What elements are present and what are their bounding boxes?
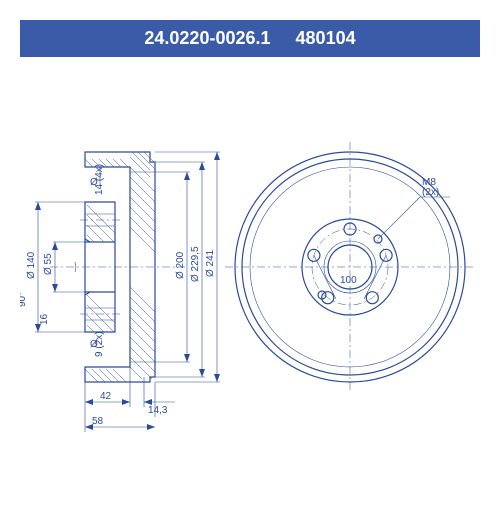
part-number: 24.0220-0026.1 bbox=[144, 28, 270, 48]
dim-pitch: 100 bbox=[340, 275, 357, 286]
dim-d241: Ø 241 bbox=[205, 249, 216, 277]
part-code: 480104 bbox=[296, 28, 356, 48]
dim-d200: Ø 200 bbox=[175, 251, 186, 279]
dim-16: 16 bbox=[39, 313, 50, 325]
dim-42: 42 bbox=[100, 391, 112, 402]
dim-h9: 9 (2x) bbox=[94, 331, 105, 357]
dim-d229: Ø 229,5 bbox=[190, 246, 201, 282]
engineering-drawing-svg: M8 (2x) 100 bbox=[20, 67, 480, 487]
side-view: Ø 241 Ø 229,5 Ø 200 Ø 140 Ø 55 Ø 14 (4x)… bbox=[20, 152, 220, 432]
dim-d55: Ø 55 bbox=[43, 253, 54, 275]
dim-58: 58 bbox=[92, 416, 104, 427]
dim-a90: 90° bbox=[20, 292, 28, 307]
dim-d140: Ø 140 bbox=[26, 251, 37, 279]
front-view: M8 (2x) 100 bbox=[225, 142, 475, 392]
dim-h14: 14 (4x) bbox=[94, 164, 105, 195]
drawing-area: M8 (2x) 100 bbox=[20, 67, 480, 487]
dim-m8-count: (2x) bbox=[422, 187, 439, 198]
header-bar: 24.0220-0026.1 480104 bbox=[20, 20, 480, 57]
dim-14-3: 14,3 bbox=[148, 405, 168, 416]
